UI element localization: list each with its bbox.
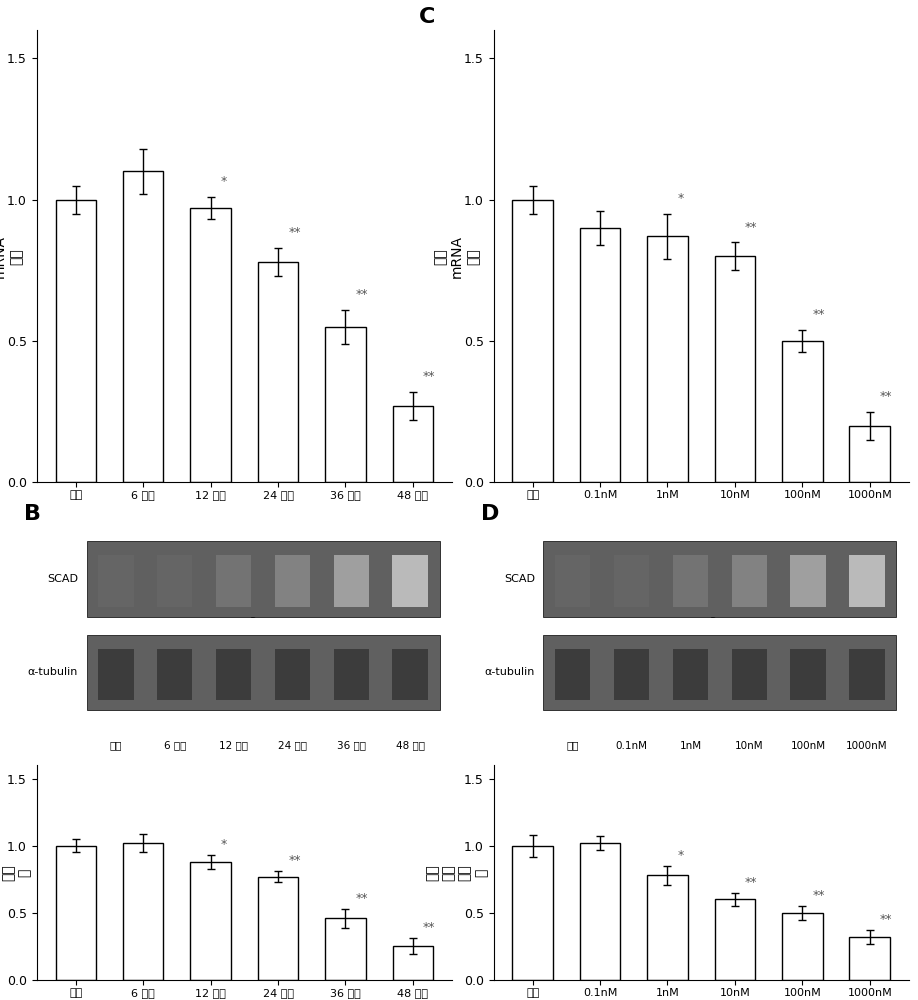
Text: **: ** [812,889,825,902]
Text: SCAD: SCAD [504,574,535,584]
Bar [580,843,621,980]
Text: C: C [419,7,435,27]
Text: α-tubulin: α-tubulin [485,667,535,677]
Text: 100nM: 100nM [790,741,825,751]
Text: **: ** [423,921,435,934]
FancyBboxPatch shape [216,555,252,607]
Bar [325,918,365,980]
Text: **: ** [745,876,757,889]
Text: 1000nM: 1000nM [846,741,888,751]
Text: 0.1nM: 0.1nM [616,741,647,751]
FancyBboxPatch shape [790,649,826,700]
FancyBboxPatch shape [543,541,896,617]
Text: 36 小时: 36 小时 [337,741,365,751]
Bar [647,875,688,980]
Bar [714,899,756,980]
Text: Ang Ⅱ (36 小时): Ang Ⅱ (36 小时) [693,605,777,618]
Text: 6 小时: 6 小时 [163,741,186,751]
Bar [512,200,553,482]
Bar [393,406,433,482]
Text: **: ** [423,370,435,383]
Y-axis label: 相对
蛋白
质丰
度: 相对 蛋白 质丰 度 [0,864,31,881]
Text: **: ** [812,308,825,321]
Bar [393,946,433,980]
Text: *: * [220,838,227,851]
FancyBboxPatch shape [157,649,193,700]
Text: 对照: 对照 [566,741,579,751]
Bar [782,913,823,980]
FancyBboxPatch shape [393,555,428,607]
Text: **: ** [288,854,301,867]
Text: 48 小时: 48 小时 [396,741,425,751]
Y-axis label: 相对
mRNA
丰度: 相对 mRNA 丰度 [433,235,480,278]
Bar [849,426,890,482]
Text: **: ** [879,913,892,926]
Bar [56,846,96,980]
FancyBboxPatch shape [216,649,252,700]
Bar [512,846,553,980]
FancyBboxPatch shape [274,555,310,607]
Text: 24 小时: 24 小时 [278,741,307,751]
Text: 10nM: 10nM [735,741,764,751]
FancyBboxPatch shape [673,649,708,700]
FancyBboxPatch shape [86,541,440,617]
FancyBboxPatch shape [274,649,310,700]
Text: *: * [220,175,227,188]
Text: SCAD: SCAD [47,574,78,584]
FancyBboxPatch shape [333,555,369,607]
FancyBboxPatch shape [333,649,369,700]
FancyBboxPatch shape [86,635,440,710]
FancyBboxPatch shape [543,635,896,710]
Text: **: ** [745,221,757,234]
FancyBboxPatch shape [555,555,590,607]
Text: D: D [481,504,499,524]
Bar [123,171,163,482]
FancyBboxPatch shape [673,555,708,607]
Bar [258,262,298,482]
Text: 12 小时: 12 小时 [219,741,248,751]
Bar [123,843,163,980]
Text: *: * [677,192,684,205]
FancyBboxPatch shape [157,555,193,607]
Bar [714,256,756,482]
Text: **: ** [879,390,892,403]
Text: **: ** [288,226,301,239]
Bar [190,862,231,980]
Text: 对照: 对照 [110,741,122,751]
Text: α-tubulin: α-tubulin [28,667,78,677]
FancyBboxPatch shape [849,649,885,700]
FancyBboxPatch shape [849,555,885,607]
Text: **: ** [355,288,368,301]
Text: Ang Ⅱ (100nM): Ang Ⅱ (100nM) [232,605,323,618]
FancyBboxPatch shape [614,555,649,607]
FancyBboxPatch shape [732,649,767,700]
FancyBboxPatch shape [98,555,134,607]
Text: B: B [24,504,41,524]
Y-axis label: 相对
蛋白
质丰
度: 相对 蛋白 质丰 度 [426,864,488,881]
Text: 1nM: 1nM [679,741,701,751]
FancyBboxPatch shape [732,555,767,607]
Bar [647,236,688,482]
FancyBboxPatch shape [98,649,134,700]
Bar [258,877,298,980]
Bar [580,228,621,482]
Text: **: ** [355,892,368,905]
FancyBboxPatch shape [555,649,590,700]
Text: *: * [677,849,684,862]
Bar [190,208,231,482]
Bar [782,341,823,482]
Bar [849,937,890,980]
Bar [325,327,365,482]
FancyBboxPatch shape [614,649,649,700]
FancyBboxPatch shape [393,649,428,700]
Bar [56,200,96,482]
Y-axis label: 相对
mRNA
丰度: 相对 mRNA 丰度 [0,235,23,278]
FancyBboxPatch shape [790,555,826,607]
